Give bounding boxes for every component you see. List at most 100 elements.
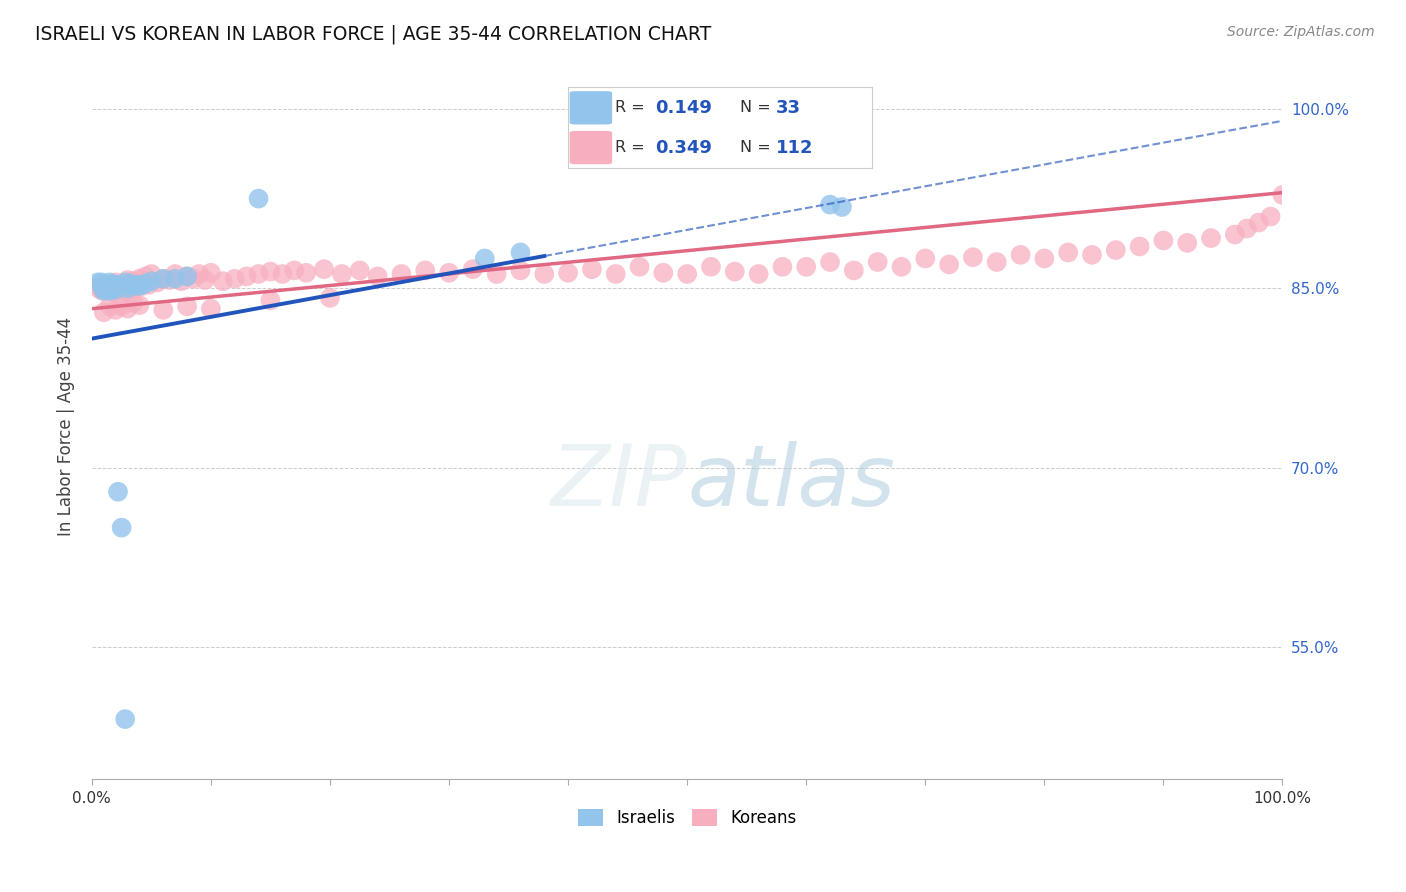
Point	[94, 281, 117, 295]
Point	[120, 283, 142, 297]
Point	[104, 302, 127, 317]
Point	[748, 267, 770, 281]
Point	[110, 299, 132, 313]
Point	[117, 273, 139, 287]
Point	[890, 260, 912, 274]
Point	[1223, 227, 1246, 242]
Point	[319, 291, 342, 305]
Point	[1129, 239, 1152, 253]
Point	[391, 267, 413, 281]
Point	[117, 281, 139, 295]
Point	[114, 276, 136, 290]
Point	[211, 274, 233, 288]
Point	[122, 274, 145, 288]
Point	[200, 266, 222, 280]
Point	[98, 299, 121, 313]
Point	[152, 272, 174, 286]
Point	[224, 272, 246, 286]
Point	[103, 280, 125, 294]
Point	[461, 262, 484, 277]
Point	[93, 284, 115, 298]
Point	[128, 279, 150, 293]
Point	[165, 272, 187, 286]
Point	[118, 277, 141, 291]
Point	[114, 712, 136, 726]
Point	[914, 252, 936, 266]
Point	[1175, 235, 1198, 250]
Point	[101, 277, 124, 292]
Point	[131, 279, 153, 293]
Point	[87, 279, 110, 293]
Point	[1247, 215, 1270, 229]
Point	[93, 277, 115, 292]
Point	[652, 266, 675, 280]
Point	[247, 192, 270, 206]
Point	[1057, 245, 1080, 260]
Point	[114, 284, 136, 298]
Point	[1105, 243, 1128, 257]
Point	[141, 267, 163, 281]
Point	[724, 264, 747, 278]
Point	[367, 269, 389, 284]
Point	[134, 277, 156, 291]
Point	[866, 255, 889, 269]
Point	[1010, 248, 1032, 262]
Point	[87, 276, 110, 290]
Point	[89, 283, 111, 297]
Point	[188, 267, 211, 281]
Point	[938, 257, 960, 271]
Point	[259, 293, 281, 308]
Point	[176, 269, 198, 284]
Point	[101, 279, 124, 293]
Point	[165, 267, 187, 281]
Point	[100, 283, 122, 297]
Point	[200, 301, 222, 316]
Point	[413, 263, 436, 277]
Point	[271, 267, 294, 281]
Point	[96, 284, 118, 298]
Point	[94, 279, 117, 293]
Point	[146, 276, 169, 290]
Point	[831, 200, 853, 214]
Point	[962, 250, 984, 264]
Point	[93, 305, 115, 319]
Point	[152, 302, 174, 317]
Point	[105, 281, 128, 295]
Point	[794, 260, 817, 274]
Point	[605, 267, 627, 281]
Point	[1271, 188, 1294, 202]
Text: ZIP: ZIP	[551, 441, 688, 524]
Point	[90, 280, 112, 294]
Point	[349, 263, 371, 277]
Point	[157, 273, 180, 287]
Point	[283, 263, 305, 277]
Point	[557, 266, 579, 280]
Point	[110, 279, 132, 293]
Legend: Israelis, Koreans: Israelis, Koreans	[571, 803, 803, 834]
Point	[103, 281, 125, 295]
Point	[1152, 234, 1174, 248]
Point	[103, 284, 125, 298]
Point	[581, 262, 603, 277]
Point	[98, 277, 121, 292]
Point	[194, 273, 217, 287]
Point	[509, 263, 531, 277]
Point	[112, 279, 135, 293]
Point	[770, 260, 793, 274]
Point	[509, 245, 531, 260]
Point	[90, 276, 112, 290]
Text: Source: ZipAtlas.com: Source: ZipAtlas.com	[1227, 25, 1375, 39]
Point	[94, 279, 117, 293]
Point	[111, 283, 134, 297]
Point	[818, 197, 841, 211]
Y-axis label: In Labor Force | Age 35-44: In Labor Force | Age 35-44	[58, 317, 75, 535]
Point	[118, 277, 141, 292]
Point	[170, 274, 193, 288]
Point	[91, 284, 114, 298]
Point	[117, 301, 139, 316]
Point	[107, 277, 129, 292]
Point	[628, 260, 651, 274]
Point	[176, 299, 198, 313]
Point	[295, 266, 318, 280]
Point	[122, 279, 145, 293]
